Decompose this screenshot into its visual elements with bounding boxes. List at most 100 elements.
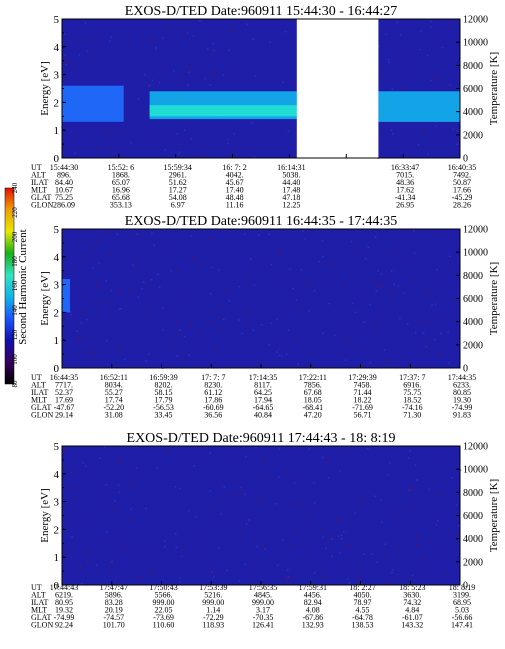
noise-speck xyxy=(94,302,97,304)
noise-speck xyxy=(434,554,437,556)
noise-speck xyxy=(212,42,214,45)
y2-tick-label: 4000 xyxy=(463,534,483,545)
y2-tick-label: 12000 xyxy=(463,15,488,26)
noise-speck xyxy=(157,554,159,557)
noise-speck xyxy=(387,58,390,61)
noise-speck xyxy=(428,322,430,324)
noise-speck xyxy=(350,240,353,243)
noise-speck xyxy=(297,306,299,308)
noise-speck xyxy=(98,44,101,46)
noise-speck xyxy=(335,521,338,523)
noise-speck xyxy=(384,359,387,361)
noise-speck xyxy=(103,301,105,303)
noise-speck xyxy=(81,583,83,585)
noise-speck xyxy=(190,293,192,295)
noise-speck xyxy=(148,138,151,141)
noise-speck xyxy=(131,264,134,266)
table-row-label: MLT xyxy=(31,186,47,195)
y2-axis-label: Temperature [K] xyxy=(488,262,500,335)
y2-tick-label: 12000 xyxy=(463,225,488,236)
colorbar-tick-label: 220 xyxy=(11,207,19,218)
noise-speck xyxy=(398,50,401,52)
noise-speck xyxy=(380,63,382,65)
table-cell: 17:50:43 xyxy=(149,583,177,592)
noise-speck xyxy=(188,354,190,357)
panel-title: EXOS-D/TED Date:960911 17:44:43 - 18: 8:… xyxy=(127,431,396,446)
table-cell: -61.07 xyxy=(402,613,423,622)
noise-speck xyxy=(228,300,230,302)
noise-speck xyxy=(276,318,278,321)
table-cell: 1.14 xyxy=(206,606,220,615)
noise-speck xyxy=(175,546,178,549)
noise-speck xyxy=(65,61,68,64)
noise-speck xyxy=(131,290,134,292)
noise-speck xyxy=(148,85,150,88)
y2-tick-label: 10000 xyxy=(463,248,488,259)
table-row-label: UT xyxy=(31,583,42,592)
table-cell: 51.62 xyxy=(169,178,187,187)
noise-speck xyxy=(199,79,202,81)
noise-speck xyxy=(204,77,206,80)
table-cell: 110.60 xyxy=(153,621,175,630)
noise-speck xyxy=(449,255,451,257)
spectrogram-panel: EXOS-D/TED Date:960911 16:44:35 - 17:44:… xyxy=(31,214,500,420)
noise-speck xyxy=(243,233,246,236)
noise-speck xyxy=(399,33,402,36)
noise-speck xyxy=(333,263,335,266)
y2-tick-label: 0 xyxy=(463,154,468,165)
noise-speck xyxy=(440,332,442,335)
noise-speck xyxy=(327,460,329,463)
noise-speck xyxy=(297,362,299,365)
table-cell: 5038. xyxy=(282,171,300,180)
noise-speck xyxy=(284,30,287,33)
noise-speck xyxy=(308,310,310,312)
noise-speck xyxy=(323,564,325,567)
noise-speck xyxy=(252,329,255,332)
noise-speck xyxy=(330,274,333,276)
table-cell: 4456. xyxy=(304,591,322,600)
colorbar-tick-label: 180 xyxy=(11,256,19,267)
noise-speck xyxy=(162,120,165,123)
table-row-label: GLON xyxy=(31,201,53,210)
noise-speck xyxy=(363,321,366,323)
noise-speck xyxy=(174,486,177,488)
orbit-parameter-table: UT 15:44:30 15:52: 6 15:59:34 16: 7: 2 16:14:… xyxy=(31,163,476,210)
y-tick-label: 1 xyxy=(54,335,60,347)
noise-speck xyxy=(411,574,414,576)
noise-speck xyxy=(222,80,225,83)
noise-speck xyxy=(307,520,310,522)
noise-speck xyxy=(289,267,291,270)
noise-speck xyxy=(93,57,95,59)
noise-speck xyxy=(325,311,327,313)
noise-speck xyxy=(222,74,225,76)
noise-speck xyxy=(238,319,241,321)
y2-tick-label: 6000 xyxy=(463,294,483,305)
noise-speck xyxy=(220,305,222,307)
y-tick-label: 4 xyxy=(54,252,60,264)
noise-speck xyxy=(437,78,440,81)
noise-speck xyxy=(142,36,144,38)
noise-speck xyxy=(375,290,378,292)
noise-speck xyxy=(293,482,296,485)
noise-speck xyxy=(212,576,215,579)
y-tick-label: 0 xyxy=(54,580,60,592)
table-cell: 3199. xyxy=(453,591,471,600)
noise-speck xyxy=(308,448,311,450)
noise-speck xyxy=(63,33,66,35)
noise-speck xyxy=(414,56,416,58)
noise-speck xyxy=(218,317,221,320)
noise-speck xyxy=(436,268,438,271)
noise-speck xyxy=(95,239,97,242)
noise-speck xyxy=(354,252,357,255)
noise-speck xyxy=(98,262,100,264)
noise-speck xyxy=(64,54,66,56)
noise-speck xyxy=(76,330,78,332)
spectrogram-panel: EXOS-D/TED Date:960911 15:44:30 - 16:44:… xyxy=(31,4,500,210)
table-row-label: ILAT xyxy=(31,388,48,397)
noise-speck xyxy=(130,141,133,144)
noise-speck xyxy=(387,474,389,476)
table-row-label: GLAT xyxy=(31,403,52,412)
noise-speck xyxy=(389,461,391,464)
table-cell: 17.62 xyxy=(396,186,414,195)
table-cell: 17:47:47 xyxy=(100,583,128,592)
